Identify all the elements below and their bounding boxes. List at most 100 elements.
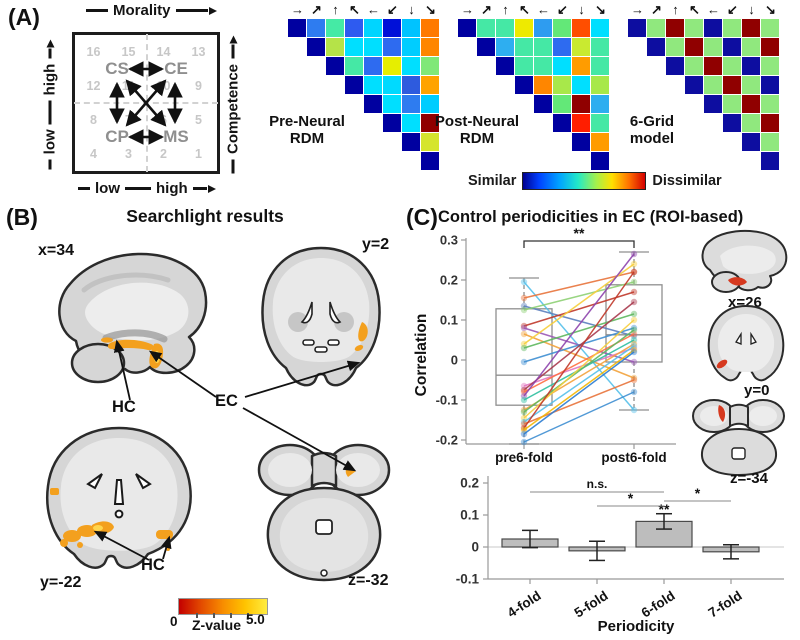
axis-line bbox=[48, 48, 52, 59]
direction-arrow-icon: ↓ bbox=[748, 2, 755, 17]
slice-label-y0: y=0 bbox=[744, 382, 770, 399]
activation-hc-bilateral bbox=[50, 488, 173, 551]
rdm-cell bbox=[591, 114, 609, 132]
rdm-cell bbox=[572, 76, 590, 94]
panelC-label: (C) bbox=[406, 204, 438, 230]
rdm-cell bbox=[534, 38, 552, 56]
direction-arrow-icon: ← bbox=[537, 2, 550, 17]
brain-axial-zm34 bbox=[692, 399, 785, 476]
direction-arrow-icon: ↖ bbox=[689, 2, 700, 17]
rdm-cell bbox=[572, 38, 590, 56]
rdm-cell bbox=[421, 38, 439, 56]
svg-text:0: 0 bbox=[451, 353, 458, 368]
rdm-cell bbox=[666, 19, 684, 37]
ventricles bbox=[735, 331, 757, 345]
activation-ec-red bbox=[728, 277, 747, 286]
grid-position-number: 16 bbox=[86, 45, 101, 59]
rdm-cell bbox=[591, 76, 609, 94]
rdm-cell bbox=[704, 76, 722, 94]
grid-position-number: 12 bbox=[86, 79, 101, 93]
rdm-cell bbox=[553, 114, 571, 132]
rdm-cell bbox=[761, 57, 779, 75]
brain-sagittal-x34 bbox=[58, 252, 208, 384]
axis-line bbox=[125, 187, 151, 190]
rdm-cell bbox=[345, 38, 363, 56]
axis-line bbox=[192, 187, 207, 190]
colorbar-tick bbox=[196, 613, 198, 618]
rdm-cell bbox=[534, 76, 552, 94]
rdm-cell bbox=[723, 38, 741, 56]
zvalue-colorbar bbox=[178, 598, 268, 615]
comparison-arrows bbox=[109, 61, 183, 145]
quadrant-label-ms: MS bbox=[163, 127, 189, 146]
colorbar-title: Z-value bbox=[192, 617, 242, 633]
rdm-cell bbox=[364, 76, 382, 94]
svg-text:0.2: 0.2 bbox=[440, 273, 458, 288]
direction-arrow-icon: ← bbox=[367, 2, 380, 17]
direction-arrow-icon: ← bbox=[707, 2, 720, 17]
direction-arrow-icon: ↗ bbox=[481, 2, 492, 17]
direction-arrow-icon: ↘ bbox=[425, 2, 436, 17]
svg-text:Periodicity: Periodicity bbox=[598, 618, 675, 635]
grid-position-number: 13 bbox=[191, 45, 206, 59]
slice-label-ym22: y=-22 bbox=[40, 574, 82, 591]
direction-arrows: → ↗ ↑ ↖ ← ↙ ↓ ↘ bbox=[458, 2, 610, 18]
svg-text:-0.1: -0.1 bbox=[436, 393, 458, 408]
rdm-title-line: Post-Neural bbox=[434, 113, 520, 130]
direction-arrow-icon: ↑ bbox=[502, 2, 509, 17]
fourth-ventricle bbox=[315, 519, 333, 535]
grid-position-number: 4 bbox=[90, 147, 97, 161]
rdm-cell bbox=[534, 95, 552, 113]
rdm-cell bbox=[591, 95, 609, 113]
rdm-cell bbox=[572, 95, 590, 113]
region-label-hc-lower: HC bbox=[141, 556, 165, 574]
rdm-title-line: 6-Grid bbox=[629, 113, 675, 130]
rdm-cell bbox=[421, 19, 439, 37]
rdm-cell bbox=[345, 57, 363, 75]
rdm-cell bbox=[723, 19, 741, 37]
activation-ec-red bbox=[718, 405, 726, 422]
similarity-gradient bbox=[522, 172, 647, 190]
ventricles bbox=[300, 301, 342, 353]
morality-axis: Morality bbox=[86, 2, 217, 19]
direction-arrow-icon: → bbox=[461, 2, 474, 17]
morality-axis-label: Morality bbox=[113, 2, 171, 19]
rdm-cell bbox=[704, 95, 722, 113]
slice-label-y2: y=2 bbox=[362, 236, 390, 253]
grid-position-number: 3 bbox=[125, 147, 132, 161]
rdm-cell bbox=[742, 19, 760, 37]
svg-text:n.s.: n.s. bbox=[587, 477, 608, 491]
rdm-cell bbox=[553, 57, 571, 75]
direction-arrow-icon: ↗ bbox=[651, 2, 662, 17]
rdm-cell bbox=[761, 19, 779, 37]
direction-arrow-icon: ↑ bbox=[672, 2, 679, 17]
rdm-cell bbox=[421, 114, 439, 132]
arrow-up-icon bbox=[229, 35, 237, 44]
rdm-cell bbox=[553, 38, 571, 56]
rdm-cell bbox=[742, 38, 760, 56]
rdm-cell bbox=[534, 57, 552, 75]
rdm-cell bbox=[421, 57, 439, 75]
direction-arrow-icon: ↖ bbox=[519, 2, 530, 17]
svg-text:4-fold: 4-fold bbox=[505, 588, 544, 621]
dissimilar-label: Dissimilar bbox=[652, 173, 722, 189]
svg-text:pre6-fold: pre6-fold bbox=[495, 450, 553, 465]
panelB-label: (B) bbox=[6, 204, 38, 230]
colorbar-tick bbox=[230, 613, 232, 618]
svg-text:0.3: 0.3 bbox=[440, 233, 458, 248]
rdm-cell bbox=[761, 76, 779, 94]
svg-text:7-fold: 7-fold bbox=[706, 588, 745, 621]
direction-arrow-icon: ↙ bbox=[727, 2, 738, 17]
rdm-cell bbox=[591, 38, 609, 56]
rdm-cell bbox=[742, 133, 760, 151]
rdm-cell bbox=[704, 19, 722, 37]
colorbar-max: 5.0 bbox=[246, 612, 265, 627]
rdm-cell bbox=[402, 57, 420, 75]
rdm-cell bbox=[704, 57, 722, 75]
colorbar-tick bbox=[247, 613, 249, 618]
competence-axis: Competence bbox=[225, 30, 242, 180]
morality-lowhigh-axis: low high bbox=[78, 180, 216, 197]
rdm-cell bbox=[723, 114, 741, 132]
rdm-cell bbox=[553, 19, 571, 37]
